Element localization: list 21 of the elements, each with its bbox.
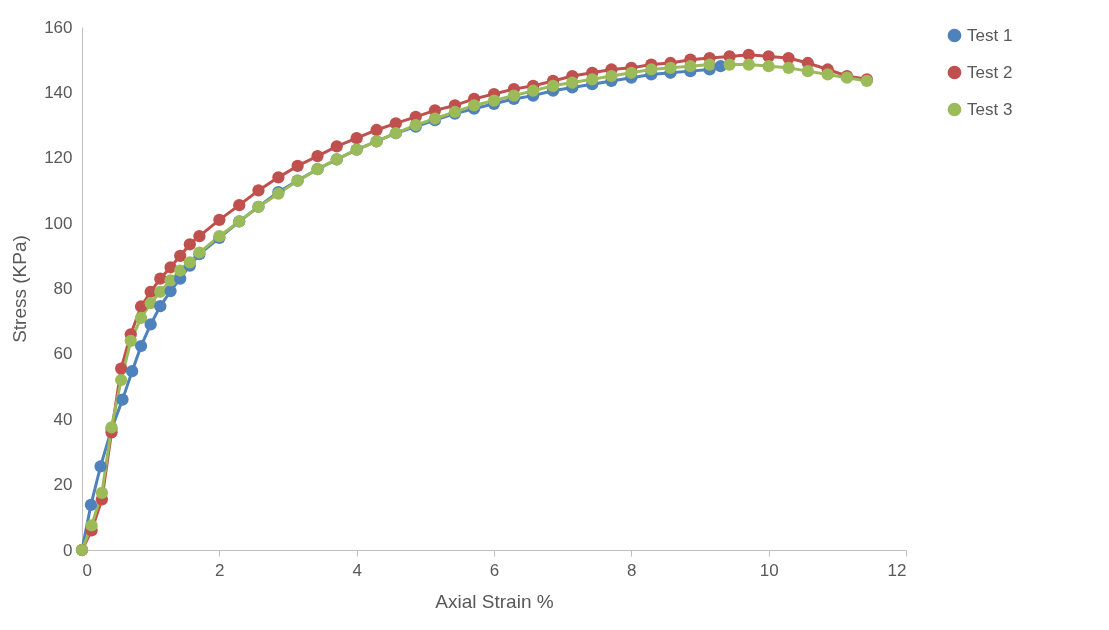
x-axis-title: Axial Strain % [435, 590, 554, 612]
y-tick-label: 40 [53, 409, 73, 429]
y-tick-label: 140 [44, 82, 73, 102]
x-tick-label: 4 [352, 560, 362, 580]
x-tick-label: 12 [887, 560, 907, 580]
legend-label: Test 1 [967, 25, 1013, 45]
legend-label: Test 2 [967, 62, 1013, 82]
x-tick-label: 6 [489, 560, 500, 580]
y-tick-label: 160 [44, 17, 73, 37]
y-tick-label: 60 [53, 344, 73, 364]
y-axis-title: Stress (KPa) [9, 235, 31, 343]
x-tick-label: 2 [215, 560, 225, 580]
y-tick-label: 120 [44, 148, 73, 168]
y-tick-label: 20 [53, 475, 73, 495]
x-tick-label: 8 [627, 560, 637, 580]
legend-label: Test 3 [967, 99, 1013, 119]
y-tick-label: 80 [53, 279, 73, 298]
x-tick-label: 0 [82, 560, 92, 580]
y-tick-label: 0 [63, 540, 73, 560]
y-tick-label: 100 [44, 213, 73, 233]
x-tick-label: 10 [759, 560, 779, 580]
